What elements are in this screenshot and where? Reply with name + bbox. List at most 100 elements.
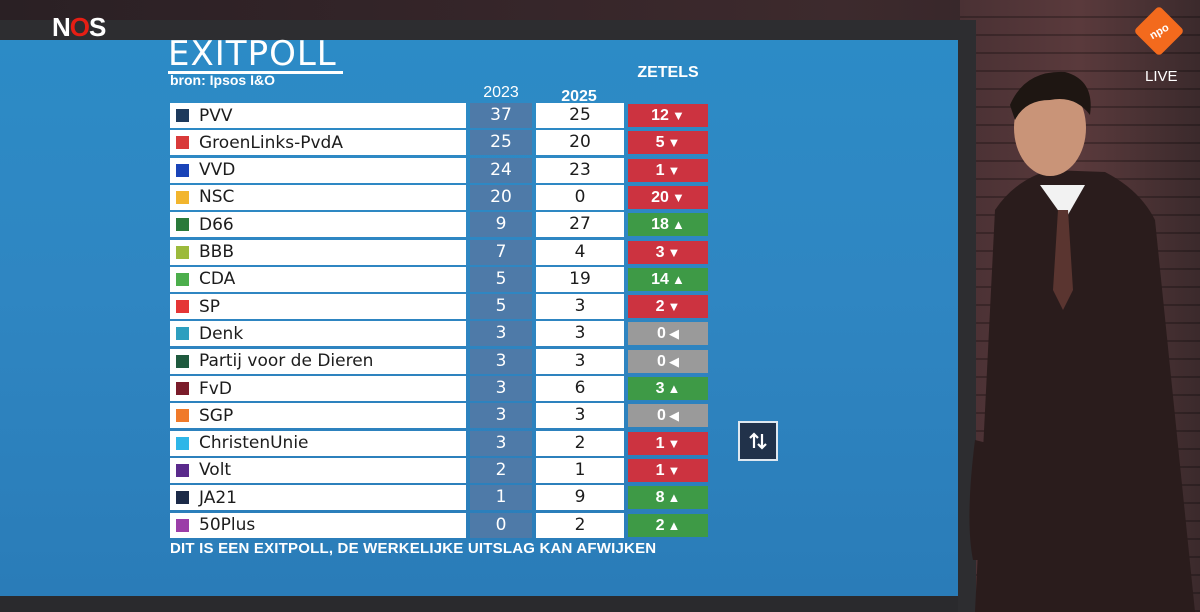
seat-change: 1 ▼	[628, 158, 708, 182]
party-name: GroenLinks-PvdA	[199, 132, 343, 153]
party-cell: Denk	[170, 321, 466, 347]
arrow-down-icon: ▼	[667, 135, 681, 151]
arrow-down-icon: ▼	[667, 244, 681, 260]
seats-2025: 1	[536, 457, 624, 483]
live-label: LIVE	[1145, 68, 1178, 85]
party-cell: VVD	[170, 157, 466, 183]
seats-2023: 25	[470, 130, 532, 156]
sort-up-down-icon	[749, 432, 767, 450]
seat-change: 20 ▼	[628, 185, 708, 209]
party-cell: 50Plus	[170, 512, 466, 538]
party-name: Partij voor de Dieren	[199, 351, 374, 372]
party-cell: BBB	[170, 239, 466, 265]
arrow-left-icon: ◀	[668, 408, 679, 424]
party-color-swatch	[176, 409, 189, 423]
seat-change-value: 18	[651, 216, 669, 234]
party-color-swatch	[176, 218, 189, 232]
party-color-swatch	[176, 518, 189, 532]
seat-change-value: 5	[655, 134, 665, 152]
seat-change-value: 12	[651, 107, 669, 124]
nos-logo: NOS	[52, 12, 106, 42]
seats-2023: 0	[470, 512, 532, 538]
seat-change-value: 0	[657, 407, 666, 425]
seats-2025: 0	[536, 184, 624, 210]
seat-change: 1 ▼	[628, 458, 708, 482]
arrow-down-icon: ▼	[667, 435, 681, 451]
seat-change-value: 0	[657, 352, 666, 370]
seats-2023: 3	[470, 376, 532, 401]
seats-2023: 1	[470, 485, 532, 511]
party-color-swatch	[176, 436, 189, 450]
seats-2023: 5	[470, 266, 532, 292]
party-color-swatch	[176, 491, 189, 505]
arrow-up-icon: ▲	[667, 490, 681, 506]
party-color-swatch	[176, 327, 189, 341]
seats-2025: 25	[536, 103, 624, 128]
screen-bezel	[0, 596, 958, 612]
party-name: Denk	[199, 323, 244, 344]
seats-2025: 3	[536, 403, 624, 429]
seats-2023: 3	[470, 403, 532, 429]
party-cell: CDA	[170, 266, 466, 292]
seats-2025: 3	[536, 348, 624, 374]
seat-change-value: 8	[655, 489, 665, 507]
disclaimer: DIT IS EEN EXITPOLL, DE WERKELIJKE UITSL…	[170, 540, 657, 557]
party-color-swatch	[176, 354, 189, 368]
party-color-swatch	[176, 163, 189, 177]
column-header-2023: 2023	[483, 84, 519, 101]
party-name: NSC	[199, 187, 235, 208]
party-cell: SGP	[170, 403, 466, 429]
party-name: JA21	[199, 487, 237, 508]
seat-change: 3 ▲	[628, 377, 708, 400]
party-name: CDA	[199, 269, 236, 290]
seats-2023: 3	[470, 348, 532, 374]
seats-2023: 24	[470, 157, 532, 183]
seats-2025: 23	[536, 157, 624, 183]
party-name: D66	[199, 214, 234, 235]
seat-change: 2 ▼	[628, 295, 708, 319]
seat-change: 12 ▼	[628, 104, 708, 127]
party-cell: D66	[170, 212, 466, 238]
arrow-down-icon: ▼	[667, 299, 681, 315]
party-cell: ChristenUnie	[170, 430, 466, 456]
party-name: SGP	[199, 405, 234, 426]
party-name: FvD	[199, 378, 232, 399]
sort-button[interactable]	[738, 421, 778, 461]
column-header-zetels: ZETELS	[637, 64, 699, 81]
seat-change: 14 ▲	[628, 267, 708, 291]
seats-2023: 3	[470, 430, 532, 456]
seats-2023: 5	[470, 294, 532, 320]
seat-change: 0 ◀	[628, 349, 708, 373]
seat-change-value: 20	[651, 188, 669, 206]
party-color-swatch	[176, 109, 189, 122]
seats-2025: 27	[536, 212, 624, 238]
party-name: ChristenUnie	[199, 433, 309, 454]
seat-change-value: 1	[655, 161, 665, 179]
arrow-up-icon: ▲	[667, 381, 681, 396]
arrow-up-icon: ▲	[671, 271, 685, 287]
party-color-swatch	[176, 300, 189, 314]
seat-change: 18 ▲	[628, 213, 708, 237]
seats-2025: 9	[536, 485, 624, 511]
party-name: BBB	[199, 242, 234, 262]
arrow-down-icon: ▼	[671, 189, 685, 205]
seat-change-value: 1	[655, 461, 665, 479]
party-color-swatch	[176, 272, 189, 286]
seat-change-value: 2	[655, 516, 665, 534]
npo-logo: npo	[1135, 7, 1183, 55]
seats-2025: 6	[536, 376, 624, 401]
party-name: PVV	[199, 105, 233, 126]
party-cell: SP	[170, 294, 466, 320]
presenter	[969, 71, 1195, 612]
party-cell: NSC	[170, 184, 466, 210]
arrow-down-icon: ▼	[671, 108, 685, 123]
arrow-up-icon: ▲	[667, 517, 681, 533]
arrow-left-icon: ◀	[668, 326, 679, 342]
source-label: bron: Ipsos I&O	[170, 72, 275, 88]
seats-2023: 20	[470, 184, 532, 210]
seats-2023: 7	[470, 239, 532, 265]
seat-change: 8 ▲	[628, 486, 708, 510]
seats-2025: 20	[536, 130, 624, 156]
party-color-swatch	[176, 136, 189, 150]
seats-2025: 3	[536, 321, 624, 347]
